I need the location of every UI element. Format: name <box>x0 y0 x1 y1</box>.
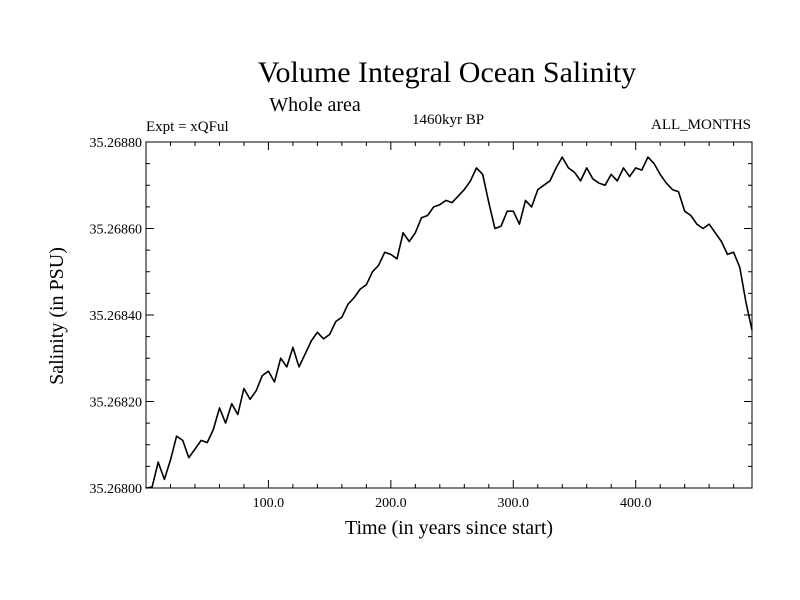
experiment-label: Expt = xQFul <box>146 119 229 135</box>
y-tick-label: 35.26860 <box>90 223 143 238</box>
months-label: ALL_MONTHS <box>651 117 751 133</box>
salinity-series-line <box>145 156 753 489</box>
x-tick-label: 100.0 <box>253 496 285 511</box>
x-tick-label: 200.0 <box>375 496 407 511</box>
y-tick-labels: 35.26800 35.26820 35.26840 35.26860 35.26880 <box>90 136 143 497</box>
y-tick-label: 35.26800 <box>90 482 143 497</box>
y-tick-label: 35.26840 <box>90 309 143 324</box>
tick-marks <box>146 142 752 488</box>
period-label: 1460kyr BP <box>412 112 484 128</box>
x-axis-label: Time (in years since start) <box>345 517 553 539</box>
x-tick-label: 300.0 <box>498 496 530 511</box>
plot-frame <box>145 141 753 489</box>
chart-title: Volume Integral Ocean Salinity <box>258 56 637 89</box>
y-axis-label: Salinity (in PSU) <box>46 247 68 385</box>
y-tick-label: 35.26820 <box>90 396 143 411</box>
y-tick-label: 35.26880 <box>90 136 143 151</box>
x-tick-labels: 100.0 200.0 300.0 400.0 <box>253 496 652 511</box>
chart-subtitle: Whole area <box>269 94 361 116</box>
x-tick-label: 400.0 <box>620 496 652 511</box>
